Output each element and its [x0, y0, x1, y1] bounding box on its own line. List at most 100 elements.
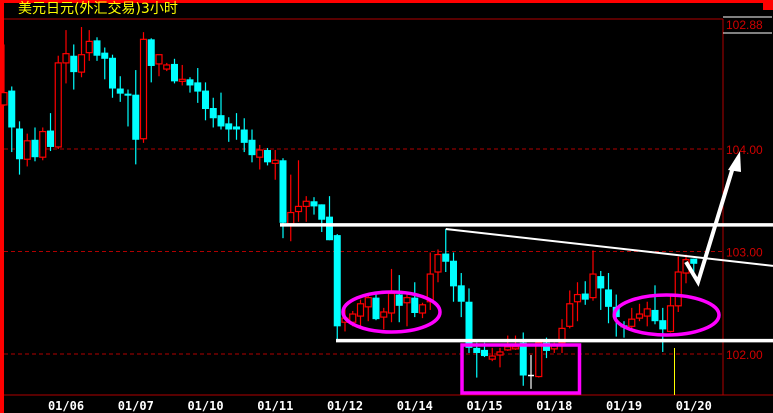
candle	[194, 68, 202, 103]
candle-body-down	[605, 289, 612, 307]
candle-body-down	[194, 82, 202, 92]
candle-body-up	[256, 149, 264, 158]
candle	[225, 117, 233, 142]
candle	[372, 294, 380, 321]
x-tick-label: 01/19	[606, 399, 642, 413]
candle	[23, 133, 31, 167]
candle-body-up	[139, 38, 148, 140]
candle	[380, 307, 388, 330]
descending-trendline	[445, 227, 773, 267]
candle-body-down	[581, 293, 589, 300]
candle-body-down	[171, 63, 178, 82]
candle-body-down	[31, 139, 39, 158]
candle	[62, 30, 70, 84]
candle-body-up	[163, 64, 171, 70]
candle	[643, 301, 651, 327]
candle	[573, 282, 582, 322]
candle	[597, 270, 605, 310]
candle	[457, 273, 465, 318]
candle	[635, 303, 644, 322]
candle	[442, 228, 450, 272]
candle-body-down	[326, 216, 333, 241]
candle-body-up	[589, 273, 597, 299]
y-tick-label: 103.00	[726, 246, 763, 260]
candle-body-up	[566, 303, 574, 327]
candle	[240, 118, 248, 153]
candle-body-up	[287, 211, 295, 225]
candle	[77, 27, 86, 78]
candle-body-down	[457, 285, 465, 302]
candle-body-up	[0, 92, 8, 106]
candle	[16, 121, 23, 175]
candle-body-up	[496, 351, 504, 356]
candle	[171, 58, 178, 84]
candle-body-up	[85, 40, 93, 54]
candle	[411, 282, 419, 318]
candle-body-up	[364, 297, 372, 308]
candle-body-down	[186, 79, 194, 86]
candle-body-up	[488, 355, 496, 360]
candle	[326, 196, 333, 241]
candle-body-down	[132, 94, 140, 140]
candle	[651, 285, 659, 325]
candle	[450, 252, 457, 302]
candle-body-down	[318, 204, 326, 220]
candle	[434, 249, 442, 283]
candle	[54, 55, 62, 149]
x-tick-label: 01/15	[466, 399, 502, 413]
candle-body-down	[8, 90, 16, 128]
candle	[124, 89, 132, 127]
candle-body-up	[178, 78, 186, 82]
candle-body-down	[659, 320, 667, 330]
candle-body-down	[202, 90, 209, 110]
y-tick-label: 102.00	[726, 348, 763, 362]
candle-body-down	[93, 40, 101, 56]
candle-body-down	[481, 349, 488, 357]
candle	[666, 293, 675, 333]
candle-body-down	[651, 309, 659, 322]
candle	[132, 70, 140, 165]
candle	[302, 196, 310, 222]
candle	[202, 82, 209, 121]
candle-body-up	[23, 140, 31, 160]
candle-body-up	[403, 297, 411, 304]
candle-body-up	[271, 159, 279, 164]
candle	[217, 92, 225, 130]
candle	[8, 86, 16, 153]
candle	[528, 355, 534, 389]
candle	[93, 37, 101, 61]
candle-body-down	[333, 235, 341, 327]
candle	[511, 335, 520, 350]
candle	[109, 54, 116, 98]
candle-body-up	[643, 308, 651, 317]
candle	[178, 64, 186, 86]
candle-body-up	[380, 311, 388, 318]
highlight-box	[460, 343, 582, 395]
x-tick-label: 01/11	[257, 399, 293, 413]
candle	[294, 160, 303, 222]
candle-body-down	[264, 150, 271, 163]
highlight-ellipse	[612, 293, 721, 337]
candle	[186, 77, 194, 93]
candle-body-up	[356, 303, 365, 317]
left-border	[0, 0, 4, 413]
top-border	[0, 0, 773, 3]
candle	[163, 62, 171, 72]
candle	[418, 302, 427, 319]
candle	[256, 144, 264, 170]
candle	[395, 275, 403, 323]
candle-body-up	[573, 293, 582, 303]
x-tick-label: 01/14	[397, 399, 433, 413]
candle-body-down	[442, 253, 450, 262]
candle	[558, 319, 566, 353]
candle	[47, 113, 54, 152]
x-tick-label: 01/06	[48, 399, 84, 413]
candle-body-up	[535, 342, 543, 378]
candle	[310, 197, 318, 215]
y-tick-label: 104.00	[726, 143, 763, 157]
candle	[589, 250, 597, 301]
candle	[356, 299, 365, 327]
candle-body-up	[62, 53, 70, 64]
candle-body-up	[511, 346, 520, 350]
